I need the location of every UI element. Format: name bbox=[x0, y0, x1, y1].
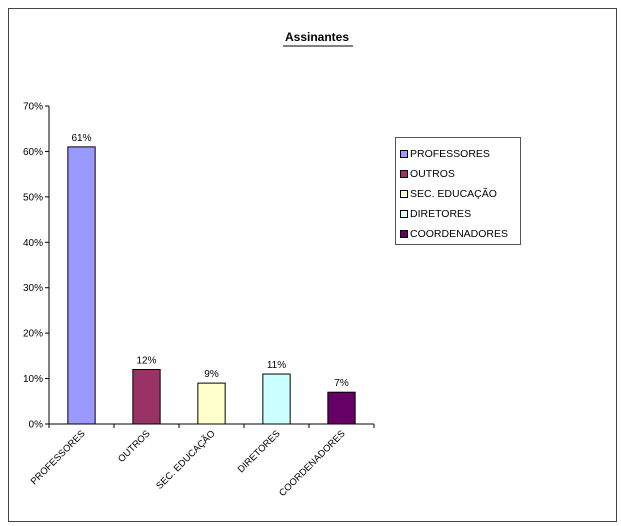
legend-label: OUTROS bbox=[410, 168, 455, 180]
legend-label: COORDENADORES bbox=[410, 228, 509, 240]
x-tick-label: DIRETORES bbox=[236, 428, 283, 475]
bar bbox=[327, 391, 356, 425]
x-tick-label: OUTROS bbox=[116, 428, 153, 465]
data-label: 12% bbox=[136, 355, 156, 366]
chart-frame: Assinantes 0% 10% 20% 30% 40% 50% 60% 70% 61% PR… bbox=[8, 8, 617, 522]
legend-label: DIRETORES bbox=[410, 208, 472, 220]
legend-swatch bbox=[400, 170, 408, 178]
y-tick-label: 30% bbox=[23, 283, 43, 294]
bar-chart: Assinantes 0% 10% 20% 30% 40% 50% 60% 70% 61% PR… bbox=[23, 30, 375, 499]
bar bbox=[197, 382, 226, 425]
legend-items: PROFESSORES OUTROS SEC. EDUCAÇÃO DIRETORES C… bbox=[400, 144, 516, 244]
legend-swatch bbox=[400, 230, 408, 238]
y-tick-label: 40% bbox=[23, 238, 43, 249]
legend-item: DIRETORES bbox=[400, 204, 516, 224]
x-tick-label: SEC. EDUCAÇÃO bbox=[154, 428, 217, 491]
data-label: 9% bbox=[204, 369, 219, 380]
legend-item: OUTROS bbox=[400, 164, 516, 184]
bars: 61% PROFESSORES 12% OUTROS 9% SEC. EDUCAÇÃO 11… bbox=[29, 133, 356, 499]
data-label: 61% bbox=[71, 133, 91, 144]
chart-title: Assinantes bbox=[285, 30, 349, 44]
y-tick-label: 50% bbox=[23, 192, 43, 203]
bar bbox=[67, 146, 96, 425]
legend-item: PROFESSORES bbox=[400, 144, 516, 164]
legend-item: COORDENADORES bbox=[400, 224, 516, 244]
legend-item: SEC. EDUCAÇÃO bbox=[400, 184, 516, 204]
x-tick-label: COORDENADORES bbox=[277, 428, 347, 498]
data-label: 7% bbox=[334, 378, 349, 389]
legend-swatch bbox=[400, 210, 408, 218]
x-tick-label: PROFESSORES bbox=[29, 428, 88, 487]
legend-label: PROFESSORES bbox=[410, 148, 490, 160]
legend-swatch bbox=[400, 190, 408, 198]
legend: PROFESSORES OUTROS SEC. EDUCAÇÃO DIRETORES C… bbox=[395, 137, 521, 245]
data-label: 11% bbox=[267, 360, 286, 371]
y-tick-label: 20% bbox=[23, 329, 43, 340]
y-tick-label: 60% bbox=[23, 147, 43, 158]
legend-label: SEC. EDUCAÇÃO bbox=[410, 188, 497, 200]
bar bbox=[132, 368, 161, 425]
bar bbox=[262, 373, 291, 425]
y-tick-label: 70% bbox=[23, 102, 43, 113]
y-tick-label: 0% bbox=[29, 420, 44, 431]
legend-swatch bbox=[400, 150, 408, 158]
y-tick-label: 10% bbox=[23, 374, 43, 385]
